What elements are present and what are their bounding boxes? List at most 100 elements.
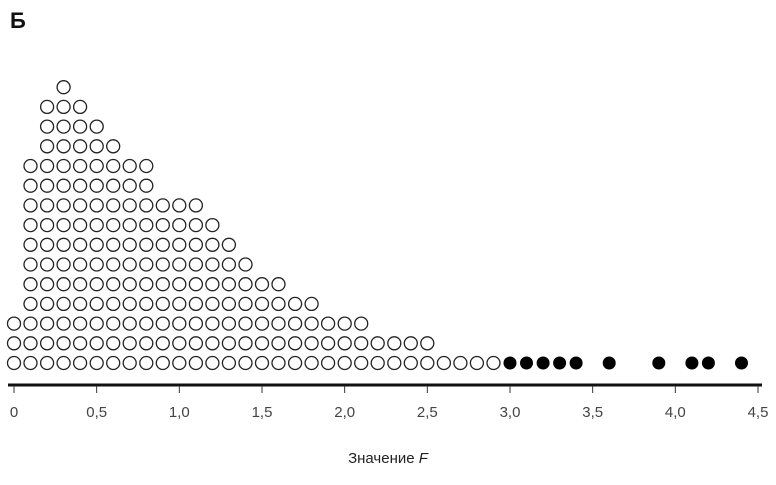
open-dot [337, 316, 352, 331]
open-dot [56, 119, 71, 134]
open-dot [122, 198, 137, 213]
open-dot [72, 257, 88, 272]
open-dot [122, 257, 137, 272]
open-dot [486, 355, 501, 371]
open-dot [320, 316, 336, 331]
open-dot [155, 316, 170, 331]
open-dot [72, 316, 88, 331]
open-dot [89, 277, 104, 292]
open-dot [271, 336, 286, 351]
open-dot [122, 217, 137, 233]
open-dot [39, 336, 55, 351]
open-dot [172, 277, 187, 292]
open-dot [72, 277, 88, 292]
open-dot [72, 178, 88, 193]
x-axis-ticks: 0 0,5 1,0 1,5 2,0 2,5 3,0 3,5 4,0 4,5 [10, 386, 768, 421]
open-dot [122, 178, 137, 193]
open-dot [172, 336, 187, 351]
open-dot [139, 198, 154, 213]
open-dot [39, 316, 55, 331]
open-dot [139, 296, 154, 312]
open-dot [238, 277, 253, 292]
open-dot [387, 336, 402, 351]
open-dot [403, 336, 418, 351]
filled-dot [735, 356, 748, 370]
open-dot [155, 257, 170, 272]
open-dot [89, 237, 104, 252]
open-dot [39, 237, 55, 252]
open-dot [155, 277, 170, 292]
open-dot [23, 237, 38, 252]
open-dot [106, 277, 121, 292]
open-dot [304, 355, 319, 371]
open-dot [453, 355, 468, 371]
open-dot [221, 277, 237, 292]
open-dot [106, 178, 121, 193]
open-dot [254, 277, 270, 292]
open-dot [337, 336, 352, 351]
open-dot [139, 336, 154, 351]
open-dot [238, 296, 253, 312]
filled-dot [685, 356, 699, 370]
open-dot [188, 355, 204, 371]
open-dot [56, 237, 71, 252]
open-dot [238, 316, 253, 331]
open-dot [139, 355, 154, 371]
open-dot [205, 277, 220, 292]
open-dot [23, 296, 38, 312]
open-dot [89, 158, 104, 174]
open-dot [72, 336, 88, 351]
open-dot [106, 217, 121, 233]
x-tick-label: 3,0 [500, 404, 521, 421]
open-dot [221, 237, 237, 252]
filled-dot [520, 356, 533, 370]
open-dot [89, 178, 104, 193]
filled-dot [553, 356, 567, 370]
open-dot [89, 296, 104, 312]
open-dot [122, 277, 137, 292]
open-dot [6, 336, 22, 351]
open-dot [172, 217, 187, 233]
open-dot [39, 296, 55, 312]
open-dot [23, 257, 38, 272]
open-dot [23, 198, 38, 213]
open-dot [155, 217, 170, 233]
open-dot [221, 355, 237, 371]
open-dot [238, 355, 253, 371]
open-dot [106, 336, 121, 351]
open-dot [221, 316, 237, 331]
open-dot [56, 99, 71, 115]
open-dot [39, 277, 55, 292]
filled-dot [569, 356, 583, 370]
open-dot [271, 277, 286, 292]
open-dot [172, 296, 187, 312]
open-dot [320, 336, 336, 351]
open-dot [89, 355, 104, 371]
open-dot [6, 355, 22, 371]
x-tick-label: 2,0 [334, 404, 355, 421]
open-dot [39, 139, 55, 154]
open-dot [56, 198, 71, 213]
open-dot [238, 336, 253, 351]
open-dot [172, 316, 187, 331]
open-dot [89, 217, 104, 233]
open-dot [205, 257, 220, 272]
open-dot [72, 139, 88, 154]
open-dot [23, 178, 38, 193]
open-dot [23, 316, 38, 331]
open-dot [39, 355, 55, 371]
open-dot [122, 355, 137, 371]
open-dot [39, 198, 55, 213]
open-dot [122, 158, 137, 174]
filled-dot [503, 356, 517, 370]
open-dot [370, 336, 385, 351]
open-dot [420, 336, 435, 351]
open-dot [287, 316, 303, 331]
open-dot [469, 355, 485, 371]
open-dot [139, 257, 154, 272]
open-dot [172, 237, 187, 252]
dot-group [6, 80, 748, 371]
panel-label: Б [10, 8, 26, 33]
open-dot [56, 277, 71, 292]
